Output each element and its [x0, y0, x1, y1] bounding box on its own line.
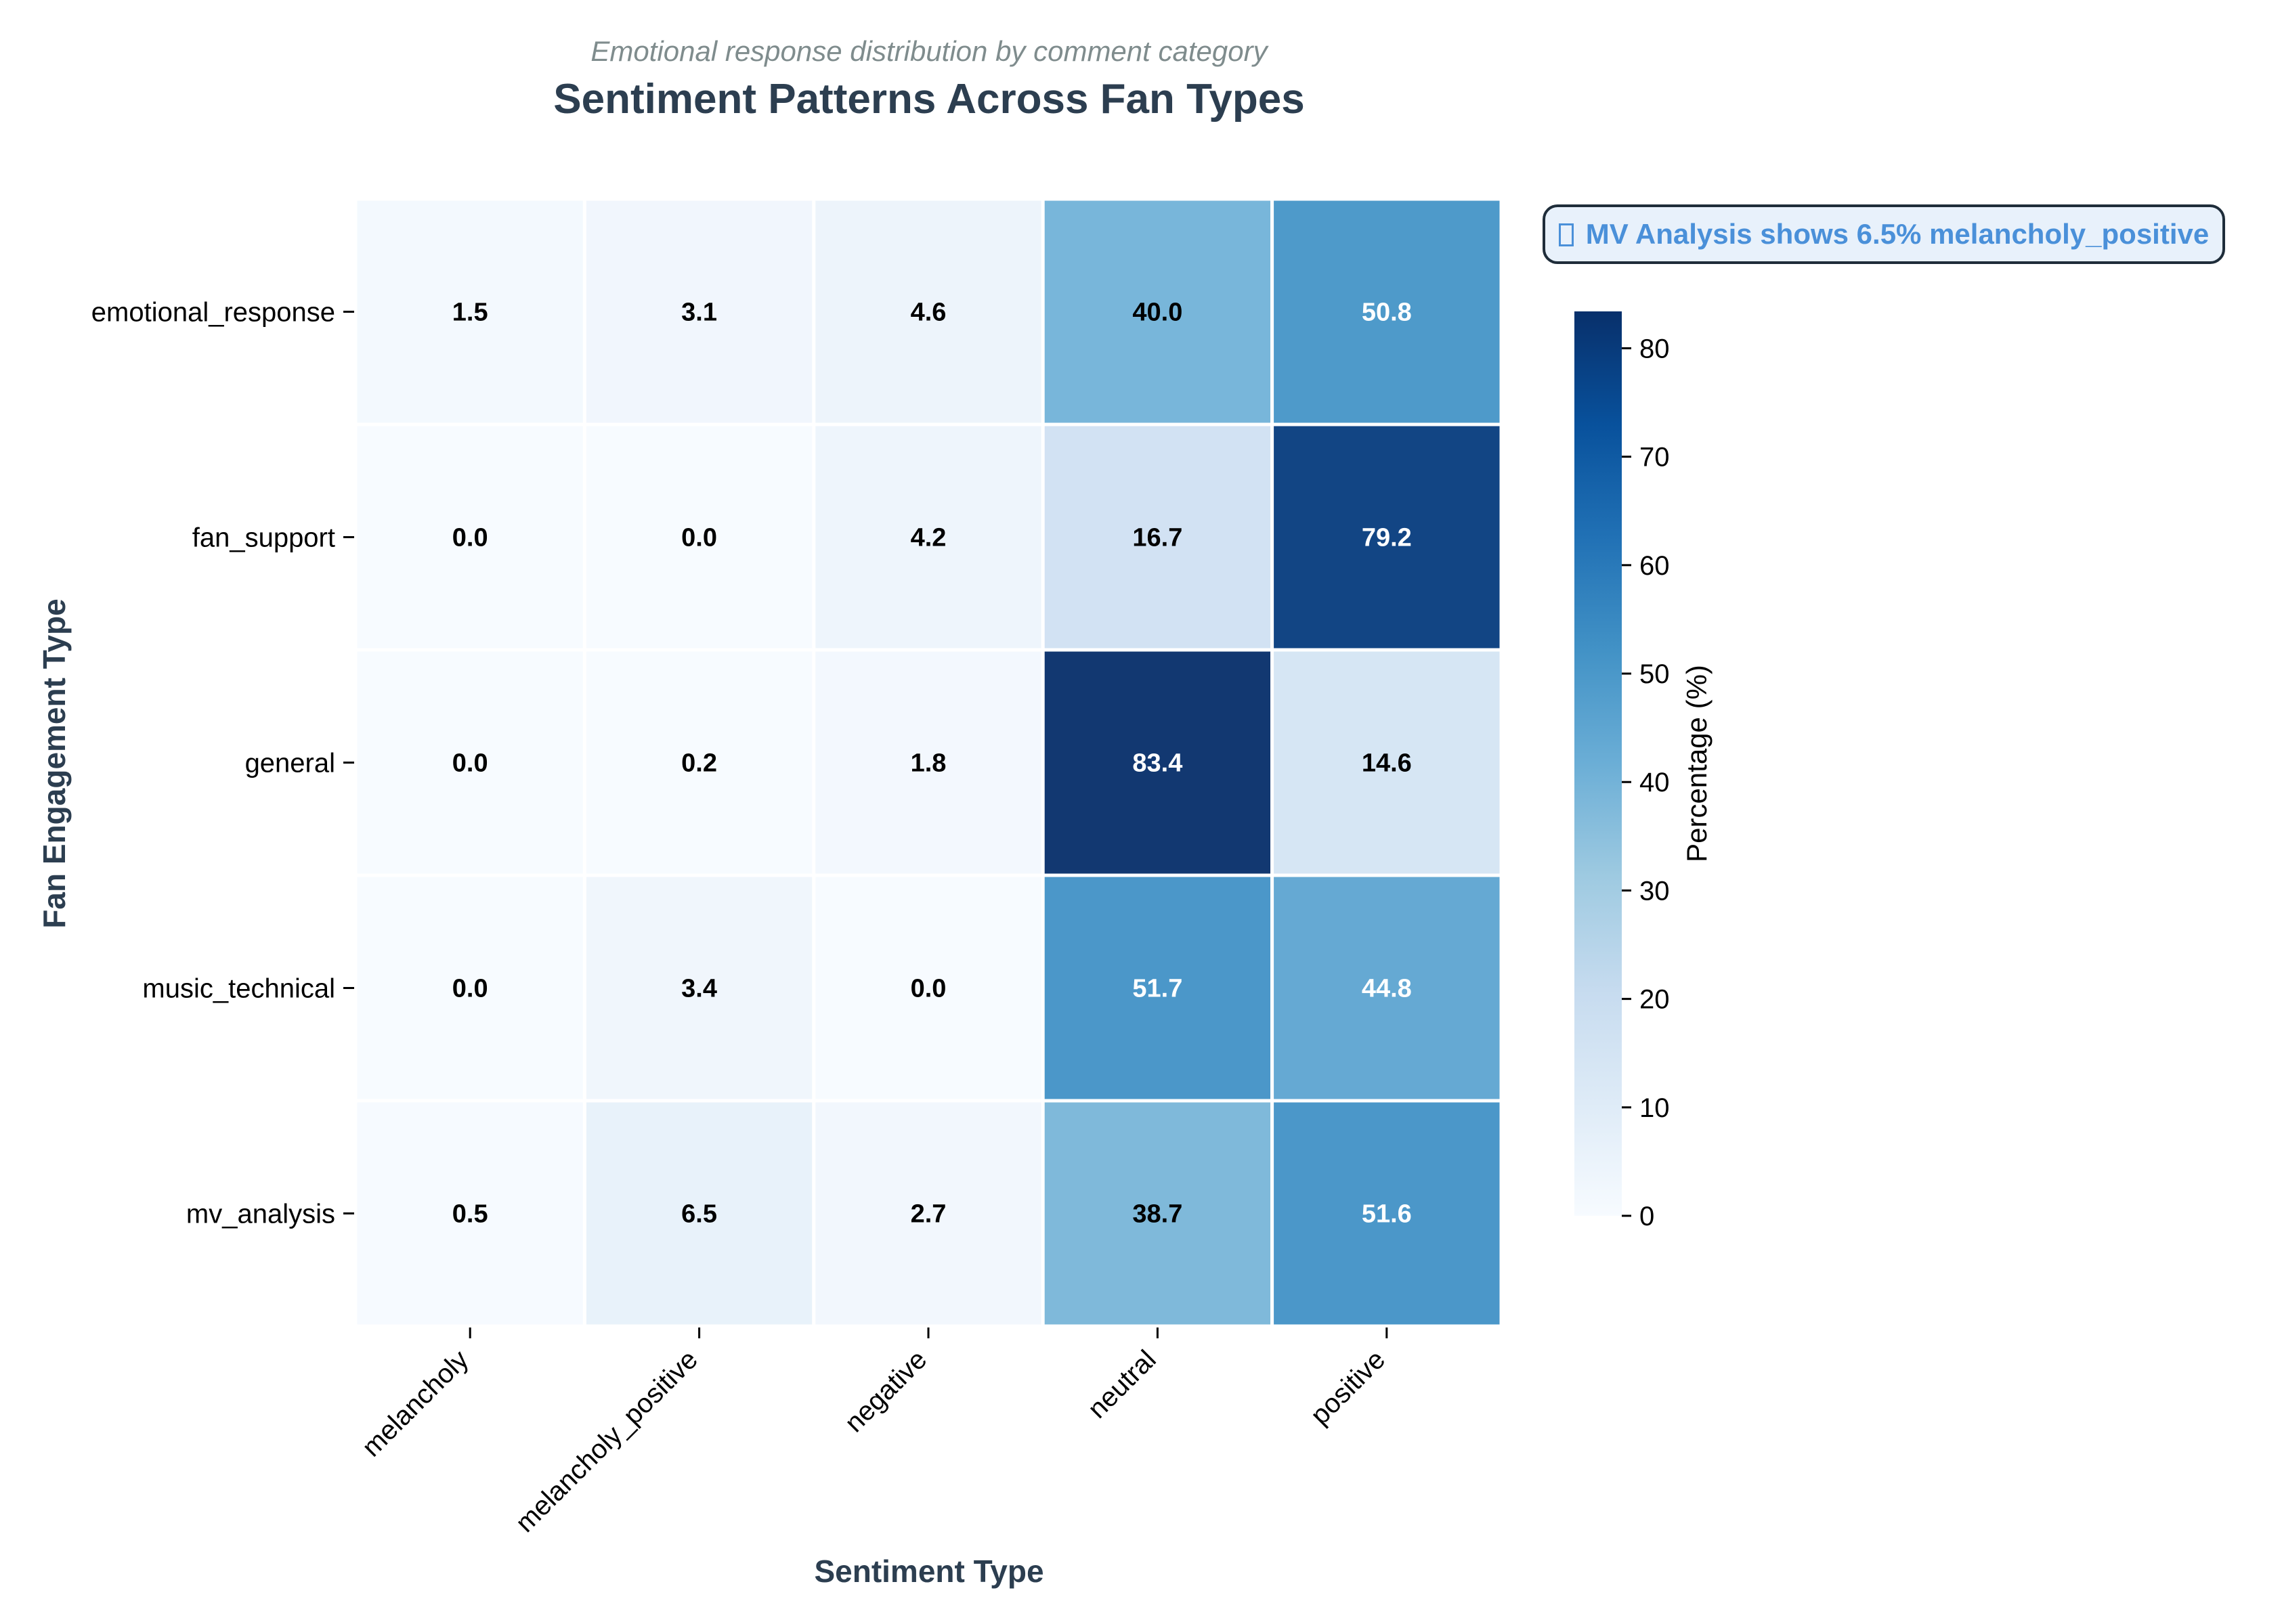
cell-value-label: 14.6: [1362, 749, 1412, 778]
colorbar-ticks: 0 10 20 30 40 50 60 70 80: [1622, 334, 1670, 1231]
heatmap-cell: [582, 648, 816, 877]
x-tick-label: melancholy_positive: [510, 1344, 704, 1538]
colorbar-tick-label: 20: [1639, 985, 1670, 1015]
heatmap-cell: [1041, 648, 1274, 877]
annotation-text: MV Analysis shows 6.5% melancholy_positi…: [1585, 218, 2210, 250]
heatmap-cell: [1270, 197, 1503, 426]
heatmap-cell: [1041, 1099, 1274, 1328]
cell-value-label: 0.0: [452, 975, 488, 1003]
heatmap-cell: [1270, 873, 1503, 1103]
x-tick-label: negative: [839, 1344, 932, 1438]
cell-value-label: 51.7: [1132, 975, 1182, 1003]
cell-value-label: 44.8: [1362, 975, 1412, 1003]
colorbar-tick-label: 10: [1639, 1093, 1670, 1123]
heatmap-cell: [582, 422, 816, 652]
y-tick-label: music_technical: [142, 974, 335, 1004]
heatmap-cell-labels: 1.5 3.1 4.6 40.0 50.8 0.0 0.0 4.2 16.7 79.2 0.0 0.2…: [452, 299, 1412, 1229]
cell-value-label: 4.2: [911, 524, 947, 552]
cell-value-label: 0.0: [452, 524, 488, 552]
y-tick-label: general: [245, 749, 335, 778]
unknown-glyph-icon: [1558, 223, 1574, 246]
y-tick-label: emotional_response: [91, 298, 335, 328]
annotation-callout: MV Analysis shows 6.5% melancholy_positi…: [1543, 204, 2225, 264]
cell-value-label: 6.5: [681, 1200, 717, 1229]
cell-value-label: 40.0: [1132, 299, 1182, 327]
colorbar-tick-label: 70: [1639, 443, 1670, 473]
heatmap-cell: [353, 1099, 586, 1328]
heatmap-cell: [812, 648, 1045, 877]
chart-title: Sentiment Patterns Across Fan Types: [553, 76, 1304, 123]
x-tick-label: melancholy: [356, 1344, 474, 1462]
cell-value-label: 1.8: [911, 749, 947, 778]
heatmap-cell: [1270, 1099, 1503, 1328]
colorbar-tick-label: 60: [1639, 551, 1670, 581]
heatmap-cell: [353, 648, 586, 877]
cell-value-label: 16.7: [1132, 524, 1182, 552]
heatmap-cells: [353, 197, 1503, 1328]
x-tick-label: neutral: [1082, 1344, 1162, 1424]
colorbar-gradient: [1574, 311, 1622, 1216]
heatmap-cell: [812, 1099, 1045, 1328]
cell-value-label: 0.2: [681, 749, 717, 778]
y-tick-label: mv_analysis: [186, 1200, 335, 1229]
cell-value-label: 4.6: [911, 299, 947, 327]
colorbar-tick-label: 50: [1639, 659, 1670, 689]
cell-value-label: 0.0: [452, 749, 488, 778]
cell-value-label: 0.5: [452, 1200, 488, 1229]
colorbar: 0 10 20 30 40 50 60 70 80 Percentage (%): [1574, 311, 1713, 1231]
cell-value-label: 0.0: [681, 524, 717, 552]
cell-value-label: 38.7: [1132, 1200, 1182, 1229]
colorbar-tick-label: 0: [1639, 1202, 1654, 1231]
cell-value-label: 3.4: [681, 975, 717, 1003]
colorbar-tick-label: 30: [1639, 876, 1670, 906]
heatmap-cell: [1041, 197, 1274, 426]
cell-value-label: 51.6: [1362, 1200, 1412, 1229]
heatmap-cell: [1270, 648, 1503, 877]
heatmap-cell: [812, 873, 1045, 1103]
x-axis: melancholy melancholy_positive negative neu…: [356, 1327, 1391, 1538]
cell-value-label: 1.5: [452, 299, 488, 327]
chart-subtitle: Emotional response distribution by comme…: [590, 35, 1269, 67]
x-axis-label: Sentiment Type: [814, 1554, 1043, 1589]
colorbar-tick-label: 80: [1639, 334, 1670, 364]
cell-value-label: 3.1: [681, 299, 717, 327]
y-tick-label: fan_support: [192, 523, 335, 553]
colorbar-label: Percentage (%): [1681, 665, 1713, 862]
heatmap-cell: [812, 422, 1045, 652]
x-tick-label: positive: [1305, 1344, 1391, 1430]
heatmap-cell: [582, 873, 816, 1103]
heatmap-cell: [1270, 422, 1503, 652]
cell-value-label: 83.4: [1132, 749, 1182, 778]
y-axis-label: Fan Engagement Type: [37, 598, 72, 928]
cell-value-label: 2.7: [911, 1200, 947, 1229]
cell-value-label: 79.2: [1362, 524, 1412, 552]
colorbar-tick-label: 40: [1639, 768, 1670, 797]
heatmap-cell: [353, 422, 586, 652]
cell-value-label: 0.0: [911, 975, 947, 1003]
cell-value-label: 50.8: [1362, 299, 1412, 327]
